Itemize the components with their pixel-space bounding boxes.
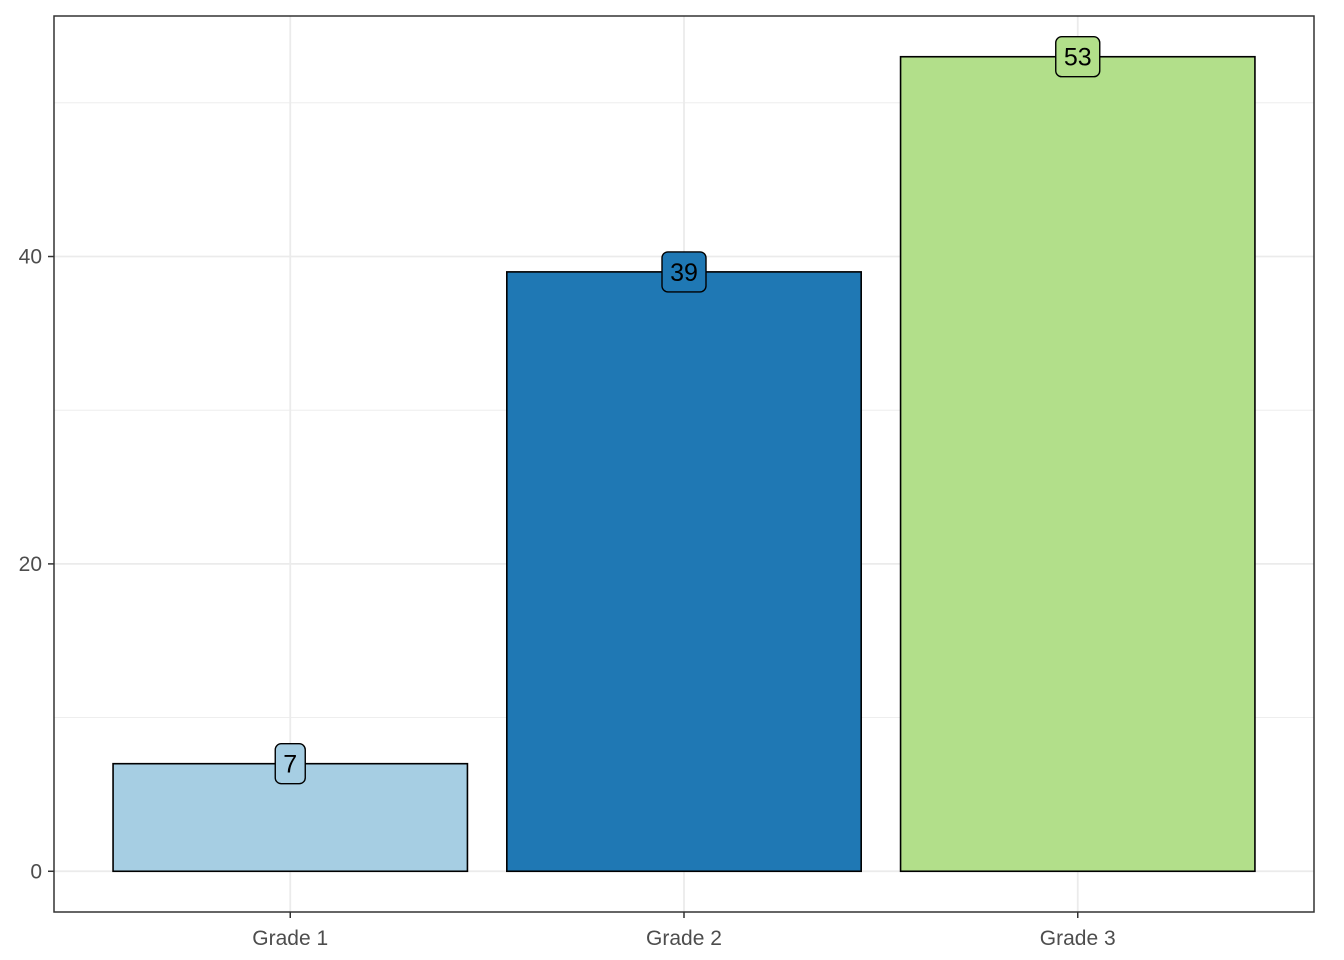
x-tick-label: Grade 2 [646, 927, 722, 950]
axes: 0 20 40 Grade 1 Grade 2 Grade 3 [19, 246, 1116, 950]
data-label-box [1055, 36, 1101, 78]
data-labels: 7 39 53 [274, 36, 1101, 785]
data-label: 39 [670, 259, 698, 287]
data-label: 7 [283, 751, 297, 779]
x-tick-label: Grade 3 [1040, 927, 1116, 950]
data-label-box [274, 742, 306, 785]
data-label: 53 [1064, 44, 1092, 72]
x-tick-label: Grade 1 [252, 927, 328, 950]
y-tick-label: 20 [19, 553, 42, 576]
data-label-box [661, 251, 707, 293]
y-tick-label: 40 [19, 246, 42, 269]
bar [506, 271, 862, 873]
y-tick-label: 0 [30, 860, 42, 883]
bar [899, 55, 1256, 873]
